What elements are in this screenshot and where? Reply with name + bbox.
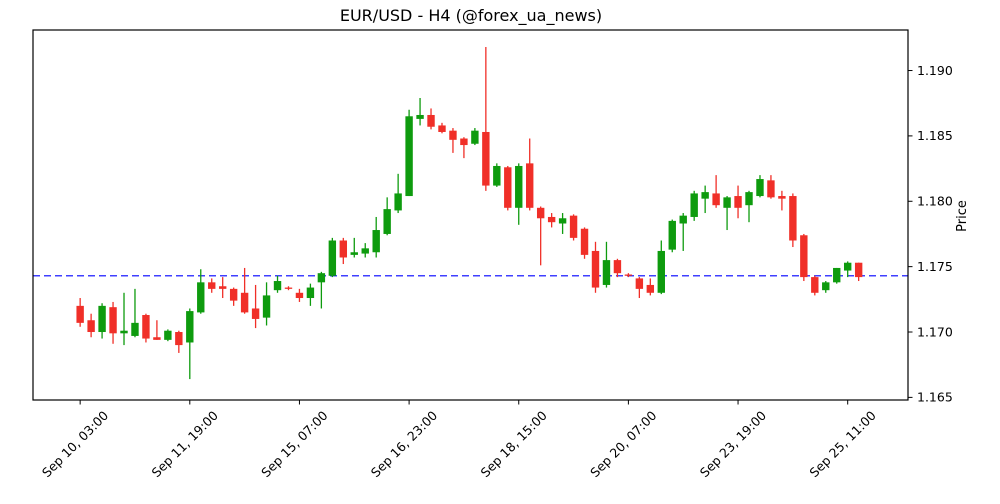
candle-body [317, 273, 326, 283]
candle-body [591, 250, 600, 288]
candle-body [471, 130, 479, 144]
candle-body [602, 260, 611, 285]
candle-body [120, 330, 128, 334]
candle-body [306, 287, 315, 299]
candle-body [361, 248, 369, 254]
candle-body [76, 305, 84, 323]
candle-body [657, 250, 665, 293]
candle-body [208, 282, 216, 289]
y-tick-label: 1.190 [917, 63, 953, 78]
candle-body [240, 292, 249, 313]
candle-body [843, 262, 852, 271]
candle-body [526, 163, 534, 208]
candle-body [822, 282, 830, 291]
candle-body [142, 315, 150, 339]
candle-body [449, 130, 457, 140]
candle-body [515, 165, 523, 208]
candle-body [383, 209, 391, 234]
y-tick-label: 1.170 [917, 324, 953, 339]
candle-body [175, 332, 183, 346]
candle-body [350, 252, 358, 255]
candle-body [679, 215, 687, 224]
candle-body [460, 138, 468, 146]
candle-body [339, 240, 348, 258]
y-tick-label: 1.185 [917, 128, 953, 143]
candle-body [778, 196, 786, 199]
candle-body [197, 282, 205, 313]
candle-body [262, 295, 271, 318]
candle-body [87, 320, 95, 333]
candle-body [504, 167, 512, 208]
candle-body [186, 311, 194, 343]
candle-body [164, 330, 172, 340]
candle-body [416, 114, 424, 119]
candle-body [295, 292, 304, 299]
candle-body [394, 193, 402, 211]
candle-body [767, 180, 775, 198]
candle-body [712, 193, 720, 206]
y-tick-label: 1.165 [917, 390, 953, 405]
candle-body [328, 240, 337, 276]
candle-body [789, 196, 797, 241]
candle-body [482, 131, 490, 186]
candle-body [613, 260, 622, 274]
candle-body [811, 277, 819, 293]
price-axis-label: Price [955, 200, 970, 232]
candle-body [547, 216, 556, 223]
candle-body [646, 284, 655, 293]
candle-body [624, 274, 633, 276]
candle-body [569, 215, 578, 238]
candle-body [756, 179, 764, 197]
candle-body [536, 207, 545, 219]
candle-body [580, 228, 589, 255]
candle-body [109, 307, 117, 334]
candle-body [668, 220, 676, 250]
candle-body [558, 218, 567, 224]
y-tick-label: 1.175 [917, 259, 953, 274]
plot-border [32, 29, 909, 401]
candle-body [405, 116, 413, 197]
candle-body [493, 165, 501, 186]
candle-body [218, 286, 227, 289]
y-tick-label: 1.180 [917, 194, 953, 209]
candle-body [229, 288, 238, 301]
candle-body [800, 235, 808, 278]
candle-body [284, 287, 293, 289]
candle-body [131, 322, 139, 336]
candle-body [635, 278, 644, 289]
candle-body [734, 196, 742, 208]
candle-body [273, 281, 282, 291]
candle-body [833, 267, 841, 283]
candle-body [372, 230, 380, 253]
candle-body [98, 305, 106, 333]
candle-body [427, 114, 435, 127]
chart-title: EUR/USD - H4 (@forex_ua_news) [340, 6, 602, 26]
candle-body [251, 308, 260, 319]
candle-body [690, 193, 698, 217]
candle-body [438, 125, 446, 132]
candle-body [701, 192, 709, 199]
candle-body [723, 197, 731, 208]
candle-body [745, 192, 753, 206]
candle-body [153, 337, 161, 340]
candle-body [854, 262, 863, 278]
